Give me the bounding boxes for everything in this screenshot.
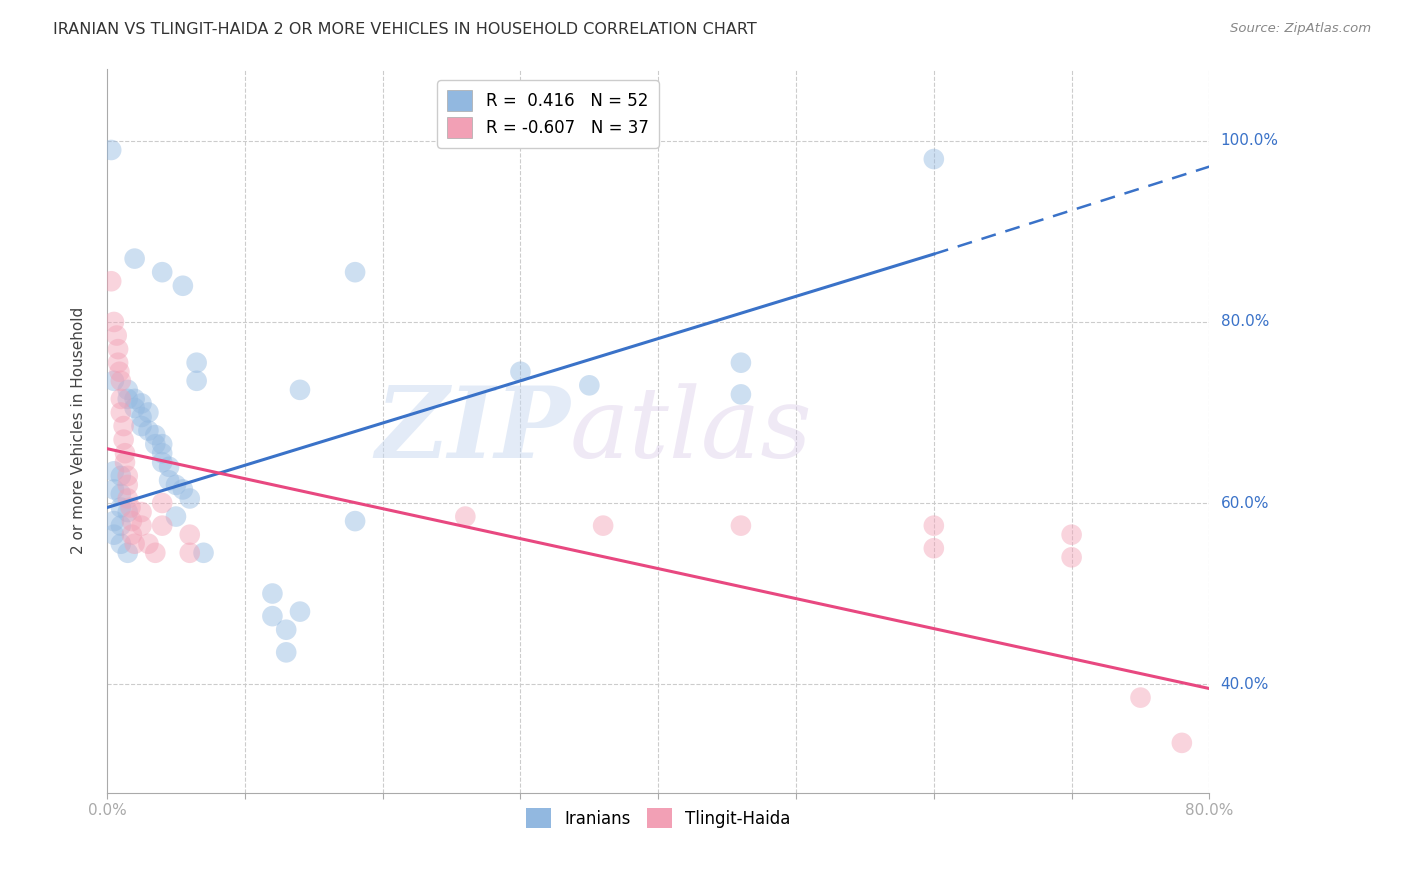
Point: [1060, 527, 1083, 541]
Point: [143, 437, 166, 451]
Point: [131, 505, 153, 519]
Point: [110, 392, 132, 406]
Point: [114, 455, 136, 469]
Point: [150, 265, 173, 279]
Point: [509, 365, 531, 379]
Point: [107, 342, 129, 356]
Point: [454, 509, 477, 524]
Point: [110, 374, 132, 388]
Point: [138, 537, 160, 551]
Point: [172, 278, 194, 293]
Point: [131, 518, 153, 533]
Point: [103, 483, 125, 497]
Point: [288, 605, 311, 619]
Point: [117, 546, 139, 560]
Point: [110, 518, 132, 533]
Point: [276, 645, 298, 659]
Legend: Iranians, Tlingit-Haida: Iranians, Tlingit-Haida: [519, 801, 797, 835]
Point: [124, 537, 146, 551]
Point: [262, 609, 284, 624]
Point: [922, 541, 945, 556]
Text: 80.0%: 80.0%: [1220, 315, 1268, 329]
Point: [138, 424, 160, 438]
Text: atlas: atlas: [569, 383, 813, 478]
Point: [117, 392, 139, 406]
Point: [117, 478, 139, 492]
Point: [730, 356, 752, 370]
Point: [103, 315, 125, 329]
Y-axis label: 2 or more Vehicles in Household: 2 or more Vehicles in Household: [72, 307, 86, 554]
Point: [276, 623, 298, 637]
Point: [131, 396, 153, 410]
Point: [150, 496, 173, 510]
Point: [103, 374, 125, 388]
Point: [110, 405, 132, 419]
Point: [288, 383, 311, 397]
Point: [1171, 736, 1194, 750]
Text: 100.0%: 100.0%: [1220, 134, 1278, 148]
Point: [150, 455, 173, 469]
Point: [110, 500, 132, 515]
Point: [121, 527, 143, 541]
Point: [112, 419, 135, 434]
Point: [150, 437, 173, 451]
Text: 40.0%: 40.0%: [1220, 676, 1268, 691]
Point: [1060, 550, 1083, 565]
Point: [108, 365, 131, 379]
Point: [103, 464, 125, 478]
Point: [179, 546, 201, 560]
Point: [157, 459, 180, 474]
Point: [150, 446, 173, 460]
Point: [103, 514, 125, 528]
Text: 60.0%: 60.0%: [1220, 495, 1270, 510]
Point: [103, 527, 125, 541]
Point: [107, 356, 129, 370]
Point: [110, 468, 132, 483]
Point: [344, 265, 367, 279]
Point: [179, 527, 201, 541]
Point: [165, 478, 187, 492]
Point: [592, 518, 614, 533]
Point: [730, 518, 752, 533]
Point: [262, 586, 284, 600]
Point: [117, 468, 139, 483]
Point: [922, 152, 945, 166]
Text: Source: ZipAtlas.com: Source: ZipAtlas.com: [1230, 22, 1371, 36]
Point: [186, 374, 208, 388]
Point: [117, 383, 139, 397]
Point: [131, 419, 153, 434]
Point: [138, 405, 160, 419]
Point: [124, 392, 146, 406]
Point: [124, 401, 146, 415]
Point: [344, 514, 367, 528]
Point: [121, 514, 143, 528]
Point: [117, 505, 139, 519]
Point: [172, 483, 194, 497]
Point: [578, 378, 600, 392]
Point: [114, 446, 136, 460]
Point: [143, 546, 166, 560]
Point: [186, 356, 208, 370]
Point: [110, 537, 132, 551]
Point: [124, 252, 146, 266]
Point: [730, 387, 752, 401]
Point: [100, 143, 122, 157]
Point: [150, 518, 173, 533]
Point: [193, 546, 215, 560]
Point: [110, 487, 132, 501]
Point: [105, 328, 128, 343]
Point: [157, 474, 180, 488]
Point: [120, 500, 142, 515]
Point: [117, 491, 139, 506]
Point: [1129, 690, 1152, 705]
Point: [131, 409, 153, 424]
Point: [165, 509, 187, 524]
Text: IRANIAN VS TLINGIT-HAIDA 2 OR MORE VEHICLES IN HOUSEHOLD CORRELATION CHART: IRANIAN VS TLINGIT-HAIDA 2 OR MORE VEHIC…: [53, 22, 758, 37]
Point: [143, 428, 166, 442]
Point: [100, 274, 122, 288]
Point: [112, 433, 135, 447]
Text: ZIP: ZIP: [375, 383, 569, 479]
Point: [179, 491, 201, 506]
Point: [922, 518, 945, 533]
